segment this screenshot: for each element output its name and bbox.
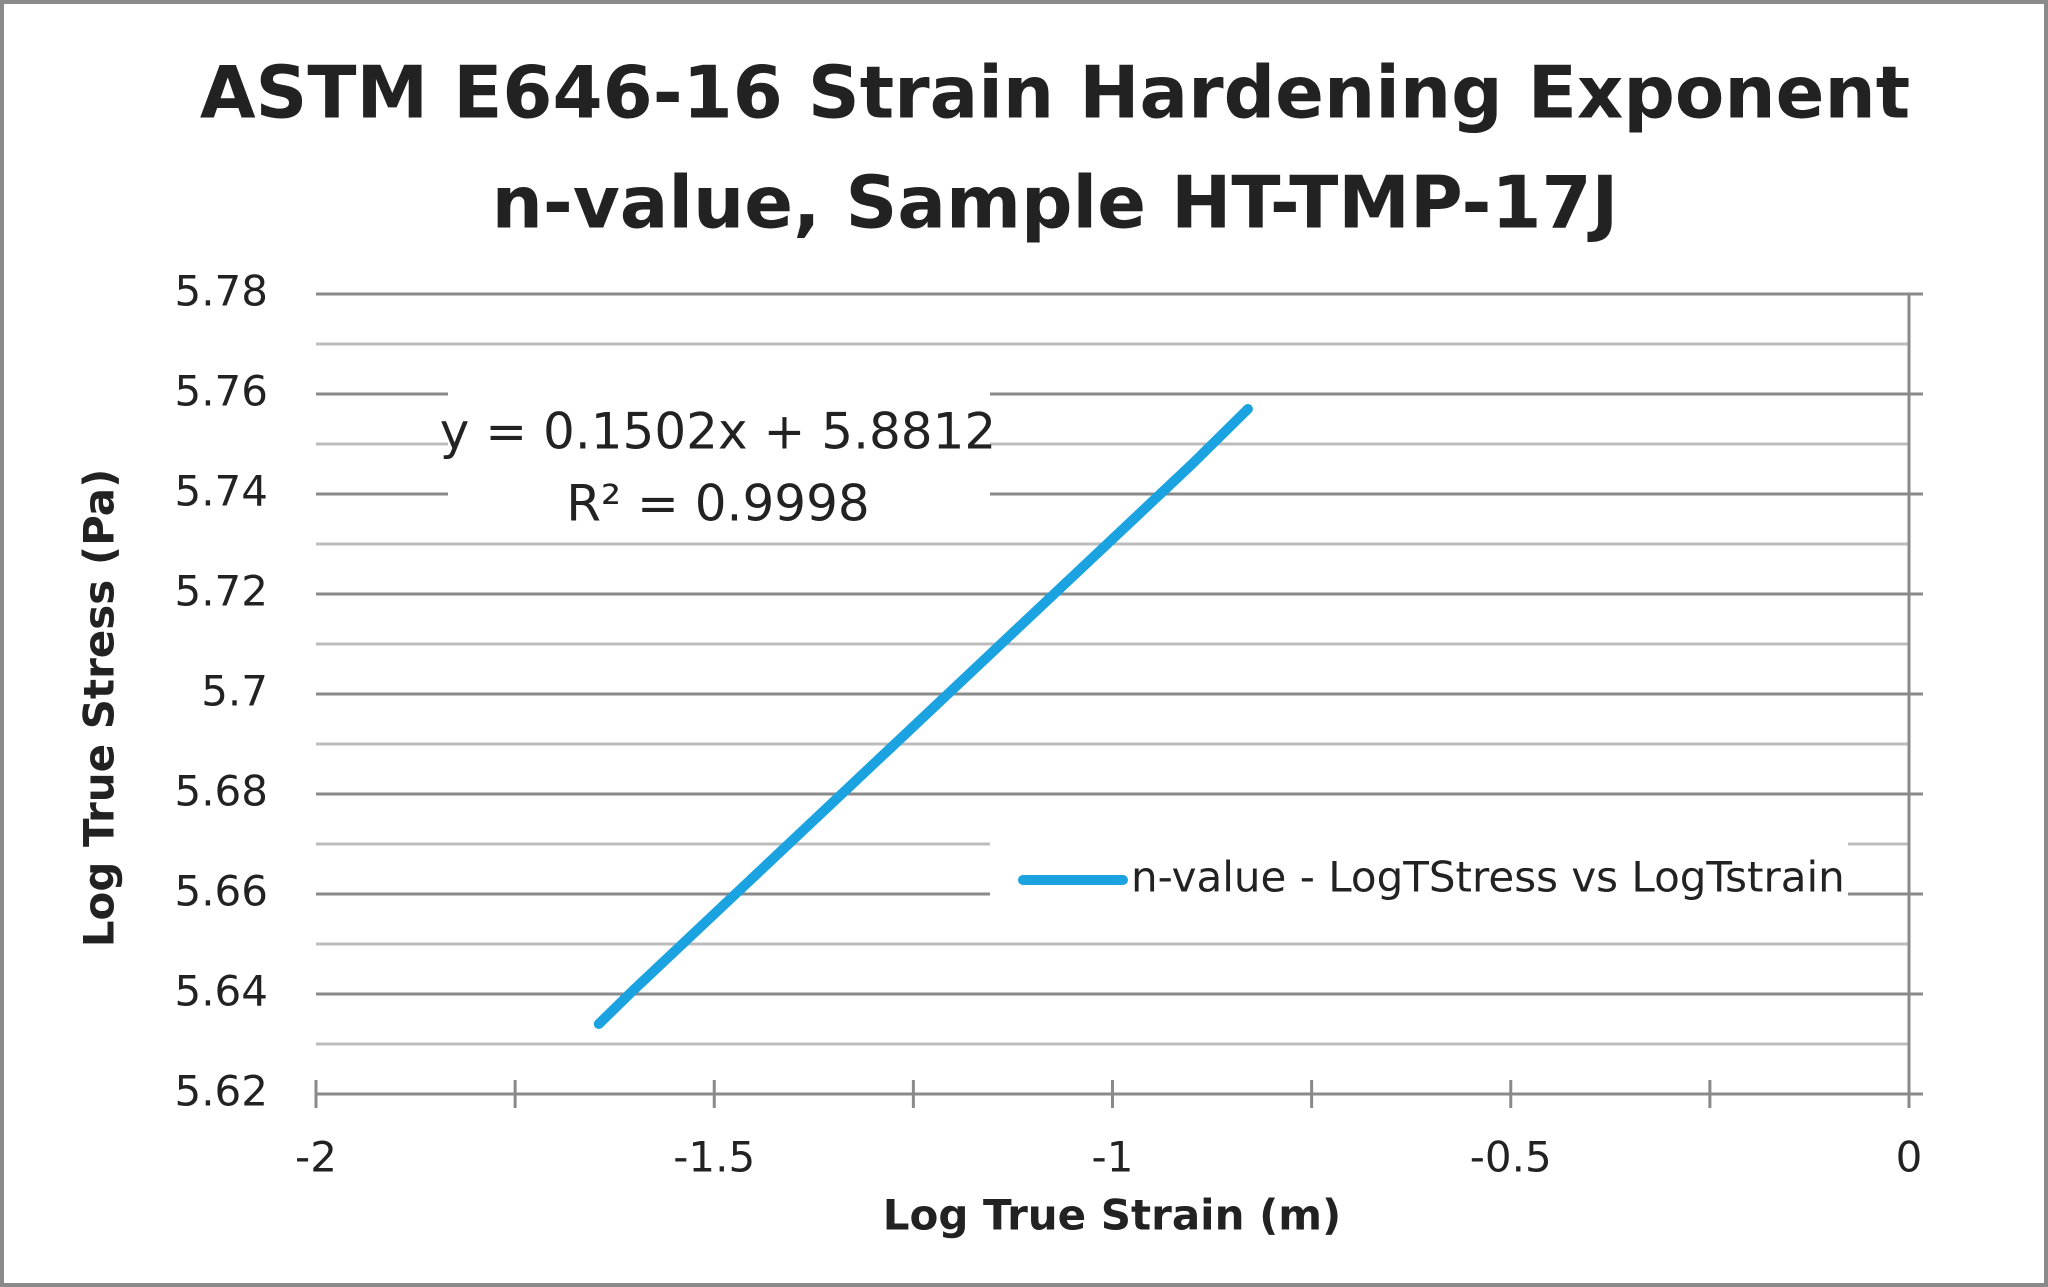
x-tick-label: -1.5 <box>673 1133 755 1182</box>
x-axis-title: Log True Strain (m) <box>883 1191 1342 1240</box>
chart-title: n-value, Sample HT-TMP-17J <box>492 161 1619 245</box>
y-tick-label: 5.66 <box>174 867 268 916</box>
x-tick-label: -0.5 <box>1470 1133 1552 1182</box>
annotation: R² = 0.9998 <box>566 475 869 533</box>
annotation-box <box>448 388 990 542</box>
y-tick-label: 5.7 <box>201 667 268 716</box>
x-tick-label: -2 <box>295 1133 337 1182</box>
data-line <box>593 404 1253 1029</box>
legend-box <box>990 842 1848 921</box>
y-axis-title: Log True Stress (Pa) <box>75 469 124 948</box>
annotation: y = 0.1502x + 5.8812 <box>440 403 996 461</box>
y-tick-label: 5.62 <box>174 1067 268 1116</box>
y-tick-label: 5.72 <box>174 567 268 616</box>
y-tick-label: 5.78 <box>174 267 268 316</box>
legend-label: n-value - LogTStress vs LogTstrain <box>1131 853 1845 902</box>
x-tick-label: -1 <box>1092 1133 1134 1182</box>
y-tick-label: 5.68 <box>174 767 268 816</box>
chart-title: ASTM E646-16 Strain Hardening Exponent <box>200 51 1910 135</box>
y-tick-label: 5.76 <box>174 367 268 416</box>
x-tick-label: 0 <box>1896 1133 1923 1182</box>
y-tick-label: 5.74 <box>174 467 268 516</box>
y-tick-label: 5.64 <box>174 967 268 1016</box>
